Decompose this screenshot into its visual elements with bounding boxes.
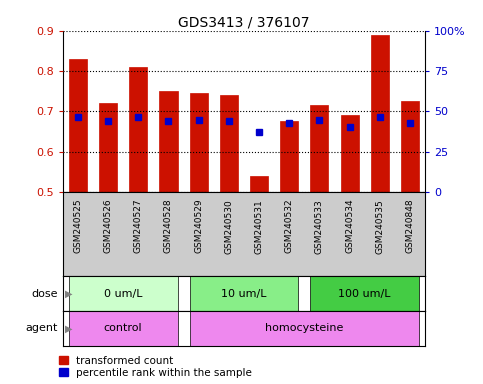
Text: GSM240534: GSM240534 <box>345 199 354 253</box>
Text: GSM240526: GSM240526 <box>103 199 113 253</box>
Text: GSM240527: GSM240527 <box>134 199 143 253</box>
Bar <box>69 311 178 346</box>
Text: 100 um/L: 100 um/L <box>339 289 391 299</box>
Text: 0 um/L: 0 um/L <box>104 289 142 299</box>
Text: ▶: ▶ <box>65 323 73 333</box>
Text: GSM240535: GSM240535 <box>375 199 384 253</box>
Bar <box>401 101 419 192</box>
Text: GSM240529: GSM240529 <box>194 199 203 253</box>
Bar <box>371 35 389 192</box>
Bar <box>250 176 268 192</box>
Bar <box>69 276 178 311</box>
Bar <box>99 103 117 192</box>
Text: GSM240531: GSM240531 <box>255 199 264 253</box>
Text: GSM240532: GSM240532 <box>284 199 294 253</box>
Text: 10 um/L: 10 um/L <box>221 289 267 299</box>
Bar <box>69 59 87 192</box>
Bar <box>311 276 419 311</box>
Text: GSM240525: GSM240525 <box>73 199 83 253</box>
Text: GSM240530: GSM240530 <box>224 199 233 253</box>
Bar <box>189 93 208 192</box>
Bar <box>280 121 298 192</box>
Text: dose: dose <box>31 289 58 299</box>
Text: agent: agent <box>26 323 58 333</box>
Text: GSM240533: GSM240533 <box>315 199 324 253</box>
Text: ▶: ▶ <box>65 289 73 299</box>
Text: homocysteine: homocysteine <box>265 323 343 333</box>
Title: GDS3413 / 376107: GDS3413 / 376107 <box>178 16 310 30</box>
Text: GSM240528: GSM240528 <box>164 199 173 253</box>
Bar <box>159 91 178 192</box>
Bar <box>189 311 419 346</box>
Legend: transformed count, percentile rank within the sample: transformed count, percentile rank withi… <box>58 355 253 379</box>
Text: control: control <box>104 323 142 333</box>
Bar <box>220 95 238 192</box>
Bar <box>189 276 298 311</box>
Text: GSM240848: GSM240848 <box>405 199 414 253</box>
Bar <box>341 115 358 192</box>
Bar <box>311 105 328 192</box>
Bar <box>129 67 147 192</box>
